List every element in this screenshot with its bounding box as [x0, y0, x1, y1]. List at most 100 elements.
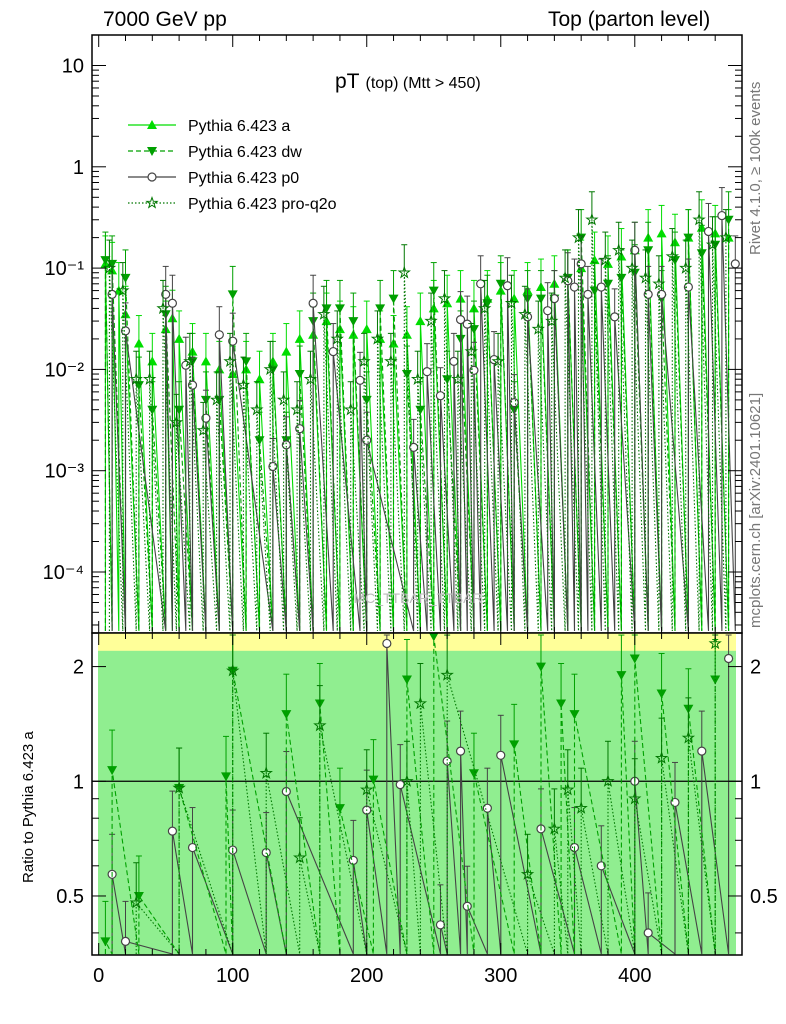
y-tick-label: 10⁻⁴: [43, 562, 84, 584]
ratio-y-tick-label: 1: [73, 771, 84, 793]
ratio-point-p0: [455, 746, 466, 756]
data-point-p0: [730, 259, 740, 269]
ratio-point-dw: [556, 699, 567, 709]
data-point-p0: [201, 413, 211, 423]
ratio-point-proq2o: [360, 782, 374, 796]
data-point-p0: [362, 435, 372, 445]
data-point-proq2o: [343, 402, 358, 416]
data-point-proq2o: [665, 249, 679, 263]
data-point-p0: [502, 281, 513, 291]
ratio-point-proq2o: [226, 663, 240, 677]
data-point-a: [294, 333, 305, 343]
ratio-point-proq2o: [440, 668, 454, 681]
data-point-proq2o: [558, 270, 572, 284]
rivet-version-label: Rivet 4.1.0, ≥ 100k events: [747, 81, 764, 255]
x-tick-label: 300: [484, 965, 517, 987]
data-point-proq2o: [196, 423, 210, 437]
data-point-p0: [308, 298, 318, 308]
data-point-dw: [616, 273, 627, 283]
ratio-line-proq2o: [135, 643, 716, 956]
legend-marker-dw: [147, 147, 157, 156]
data-point-proq2o: [545, 314, 559, 327]
data-point-dw: [415, 405, 426, 415]
data-point-p0: [181, 360, 191, 370]
data-point-proq2o: [370, 331, 385, 345]
ratio-point-proq2o: [293, 850, 307, 864]
ratio-point-p0: [496, 750, 506, 760]
ratio-point-proq2o: [601, 774, 615, 787]
data-point-proq2o: [424, 314, 438, 327]
data-point-p0: [167, 298, 178, 308]
ratio-y-axis-label: Ratio to Pythia 6.423 a: [20, 731, 37, 883]
data-point-dw: [401, 370, 412, 380]
ratio-point-dw: [281, 710, 292, 720]
ratio-point-proq2o: [654, 751, 669, 764]
data-point-dw: [495, 279, 506, 289]
ratio-point-p0: [348, 855, 358, 865]
data-point-proq2o: [317, 307, 331, 320]
legend-label-proq2o: Pythia 6.423 pro-q2o: [188, 196, 337, 213]
ratio-point-proq2o: [313, 718, 327, 732]
ratio-point-p0: [167, 826, 178, 836]
ratio-point-proq2o: [560, 782, 575, 796]
ratio-point-dw: [535, 662, 546, 672]
data-point-dw: [294, 370, 305, 380]
y-tick-label: 10: [62, 55, 84, 77]
data-point-proq2o: [692, 212, 706, 226]
data-point-proq2o: [518, 307, 532, 320]
ratio-point-p0: [442, 756, 452, 766]
data-point-a: [200, 356, 211, 366]
ratio-point-dw: [107, 766, 118, 776]
data-point-proq2o: [156, 301, 170, 315]
data-point-dw: [428, 286, 439, 296]
legend-marker-proq2o: [145, 195, 159, 209]
y-tick-label: 1: [73, 157, 84, 179]
legend-label-dw: Pythia 6.423 dw: [188, 144, 302, 161]
ratio-y-tick-label: 0.5: [56, 886, 84, 908]
data-point-p0: [549, 293, 559, 304]
y-tick-label: 10⁻¹: [45, 258, 85, 280]
series-line-proq2o: [108, 219, 727, 632]
data-point-proq2o: [397, 265, 411, 279]
data-point-p0: [295, 424, 305, 434]
ratio-panel-ticks-layer: 0.5 0.5 1 1 2 2 0 100 200 300 400: [56, 633, 778, 987]
data-point-p0: [596, 282, 606, 292]
ratio-point-proq2o: [413, 696, 428, 710]
data-point-proq2o: [142, 372, 157, 385]
series-line-p0: [111, 215, 736, 632]
data-point-proq2o: [236, 378, 251, 391]
data-point-proq2o: [116, 283, 130, 297]
x-tick-label: 0: [93, 965, 104, 987]
ratio-point-proq2o: [400, 774, 414, 787]
legend-label-p0: Pythia 6.423 p0: [188, 170, 299, 187]
data-point-proq2o: [491, 354, 505, 368]
data-point-proq2o: [129, 372, 143, 385]
data-point-proq2o: [169, 415, 184, 429]
data-point-p0: [449, 356, 459, 366]
data-point-proq2o: [705, 237, 720, 251]
ratio-point-dw: [221, 772, 232, 782]
data-point-dw: [388, 294, 399, 304]
ratio-panel-frame: [91, 632, 743, 956]
ratio-point-dw: [401, 675, 412, 685]
data-point-proq2o: [719, 230, 733, 244]
data-point-proq2o: [183, 354, 197, 368]
data-point-p0: [409, 442, 419, 452]
data-point-proq2o: [598, 253, 612, 266]
data-point-proq2o: [223, 354, 237, 368]
data-point-p0: [462, 319, 472, 329]
data-point-p0: [422, 367, 432, 377]
data-point-proq2o: [464, 344, 478, 358]
data-point-proq2o: [209, 392, 224, 406]
data-point-proq2o: [330, 331, 344, 345]
data-point-dw: [254, 436, 265, 446]
data-point-p0: [228, 336, 238, 346]
ratio-point-proq2o: [574, 801, 588, 814]
data-point-p0: [643, 289, 653, 300]
data-point-dw: [348, 317, 359, 327]
header-right: Top (parton level): [548, 8, 711, 31]
data-point-a: [281, 346, 292, 356]
data-point-proq2o: [477, 301, 492, 315]
ratio-point-p0: [697, 746, 707, 756]
y-tick-label: 10⁻³: [45, 461, 85, 483]
